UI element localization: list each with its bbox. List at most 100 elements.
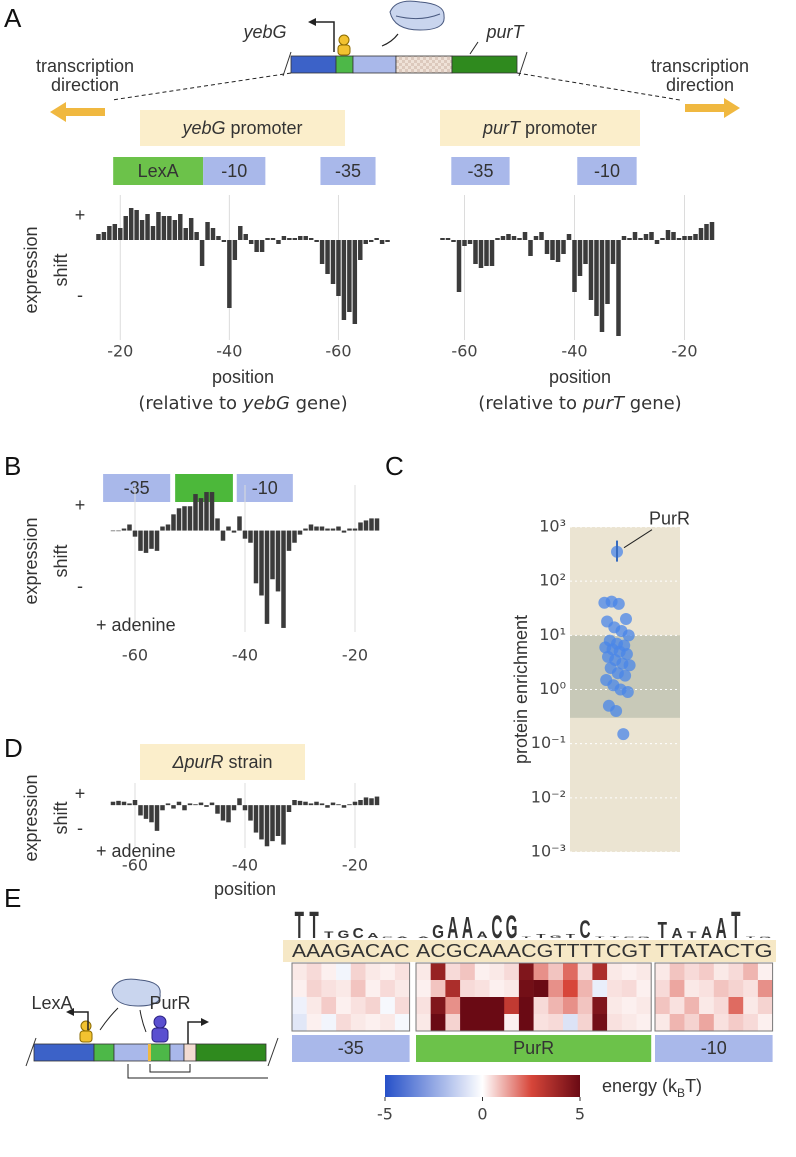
bar — [139, 220, 145, 240]
bar — [374, 518, 380, 531]
direction-label: direction — [51, 75, 119, 95]
bar — [227, 240, 232, 308]
y-tick-label: 10¹ — [539, 625, 566, 644]
bar — [286, 530, 292, 551]
heat-cell — [306, 997, 322, 1015]
heat-cell — [292, 963, 307, 981]
heat-cell — [533, 980, 549, 998]
bar — [215, 805, 220, 814]
heat-cell — [474, 963, 490, 981]
heat-cell — [713, 980, 729, 998]
bar — [264, 805, 270, 847]
bar — [210, 228, 216, 240]
heat-cell — [743, 963, 759, 981]
y-axis-label: expression — [21, 517, 41, 604]
heat-cell — [728, 980, 744, 998]
protein-label: LexA — [31, 993, 72, 1013]
x-axis-note-part: gene) — [624, 393, 682, 414]
heat-cell — [504, 980, 520, 998]
heat-cell — [489, 1014, 505, 1032]
bar — [308, 524, 314, 531]
bar — [303, 236, 308, 240]
bar — [610, 240, 616, 264]
bar — [237, 798, 242, 806]
logo-letter: A — [367, 931, 378, 940]
bar — [511, 236, 517, 240]
heat-cell — [445, 1014, 461, 1032]
y-axis-label: expression — [21, 226, 41, 313]
bar — [500, 236, 506, 240]
x-axis-note-part: purT — [582, 393, 626, 414]
bar — [347, 804, 352, 806]
bar — [253, 530, 259, 584]
title-box — [440, 110, 640, 146]
logo-letter: T — [746, 936, 756, 938]
x-axis-note: (relative to yebG gene) — [138, 393, 347, 414]
bar — [171, 805, 176, 809]
heat-cell — [336, 980, 352, 998]
heat-cell — [336, 1014, 352, 1032]
direction-label: direction — [666, 75, 734, 95]
heat-cell — [621, 980, 637, 998]
bar — [161, 216, 167, 240]
heat-cell — [416, 1014, 431, 1032]
logo-letter: T — [522, 936, 532, 938]
heat-cell — [489, 980, 505, 998]
heat-cell — [394, 1014, 410, 1032]
heat-cell — [533, 997, 549, 1015]
logo-letter: T — [324, 929, 334, 940]
bar — [156, 212, 161, 240]
heat-cell — [416, 963, 431, 981]
panel-label: C — [385, 451, 404, 481]
region-label: -35 — [338, 1038, 364, 1058]
sequence: AAAGACAC — [292, 941, 410, 961]
panel-title-part: purT — [482, 118, 522, 138]
bar — [319, 240, 325, 264]
heat-cell — [684, 980, 700, 998]
gene-label: yebG — [241, 22, 286, 42]
heat-cell — [728, 1014, 744, 1032]
heat-cell — [757, 963, 773, 981]
panel-title-part: promoter — [520, 118, 597, 138]
heat-cell — [669, 980, 685, 998]
leader-line — [623, 529, 653, 549]
heat-frame — [654, 962, 774, 1032]
bar — [599, 240, 605, 332]
heat-cell — [621, 963, 637, 981]
bar — [101, 232, 107, 240]
heat-cell — [636, 997, 652, 1015]
bar — [358, 522, 363, 531]
heat-cell — [416, 997, 431, 1015]
heat-cell — [380, 1014, 396, 1032]
bar — [187, 803, 193, 806]
bar — [281, 236, 287, 240]
bar — [205, 222, 210, 240]
bar — [154, 805, 160, 831]
heat-cell — [474, 997, 490, 1015]
heat-cell — [365, 963, 381, 981]
bar — [676, 238, 682, 240]
point — [619, 669, 632, 682]
heat-cell — [563, 1014, 578, 1032]
heat-cell — [518, 997, 534, 1015]
heat-cell — [757, 1014, 773, 1032]
bar — [149, 530, 154, 549]
panel-label: D — [4, 733, 23, 763]
bar — [341, 530, 347, 533]
heat-cell — [321, 980, 337, 998]
heat-cell — [548, 997, 564, 1015]
bar — [319, 526, 325, 531]
bar — [183, 228, 188, 240]
bar — [127, 524, 132, 531]
bar — [145, 214, 150, 240]
bar — [352, 240, 358, 324]
x-tick-label: -60 — [451, 342, 477, 361]
point — [620, 648, 633, 661]
bar — [127, 803, 132, 806]
panel-title-part: yebG — [180, 118, 225, 138]
heat-cell — [489, 963, 505, 981]
bar — [347, 528, 352, 531]
x-axis-note-part: (relative to — [138, 393, 242, 414]
bar — [522, 232, 528, 240]
heat-cell — [592, 963, 608, 981]
